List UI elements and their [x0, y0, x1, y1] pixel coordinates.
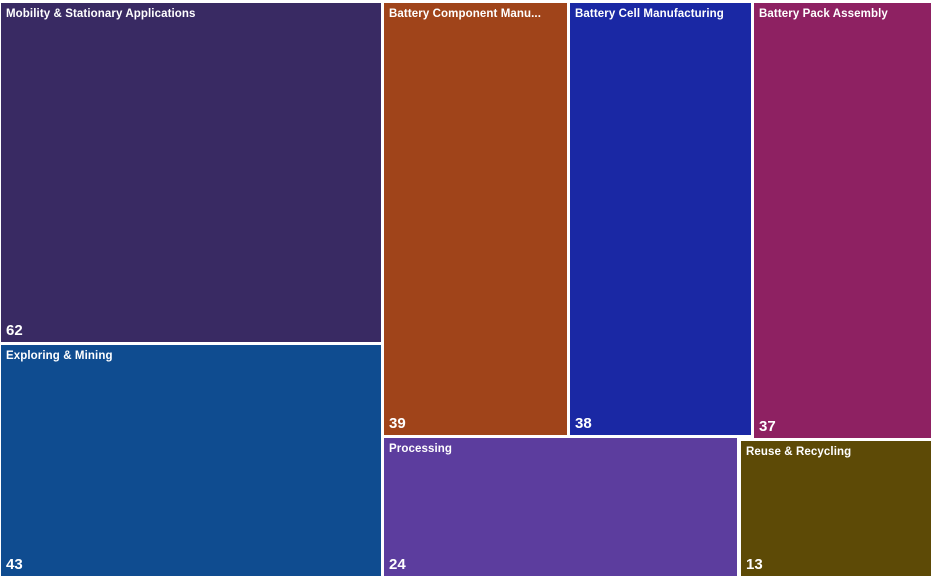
tile-label: Reuse & Recycling — [746, 446, 852, 458]
treemap-tile-battery-cell-manufacturing[interactable]: Battery Cell Manufacturing 38 — [570, 3, 751, 435]
tile-label: Exploring & Mining — [6, 350, 113, 362]
tile-value: 37 — [759, 418, 776, 435]
treemap-tile-battery-component-manufacturing[interactable]: Battery Component Manu... 39 — [384, 3, 567, 435]
treemap-tile-mobility-stationary-applications[interactable]: Mobility & Stationary Applications 62 — [1, 3, 381, 342]
tile-value: 62 — [6, 322, 23, 339]
tile-label: Battery Cell Manufacturing — [575, 8, 724, 20]
tile-value: 24 — [389, 556, 406, 573]
treemap-tile-processing[interactable]: Processing 24 — [384, 438, 737, 576]
treemap-tile-exploring-mining[interactable]: Exploring & Mining 43 — [1, 345, 381, 576]
tile-value: 43 — [6, 556, 23, 573]
tile-value: 39 — [389, 415, 406, 432]
tile-label: Battery Pack Assembly — [759, 8, 888, 20]
tile-label: Mobility & Stationary Applications — [6, 8, 196, 20]
tile-label: Battery Component Manu... — [389, 8, 542, 20]
tile-value: 38 — [575, 415, 592, 432]
tile-label: Processing — [389, 443, 452, 455]
treemap-tile-reuse-recycling[interactable]: Reuse & Recycling 13 — [741, 441, 931, 576]
treemap-tile-battery-pack-assembly[interactable]: Battery Pack Assembly 37 — [754, 3, 931, 438]
tile-value: 13 — [746, 556, 763, 573]
